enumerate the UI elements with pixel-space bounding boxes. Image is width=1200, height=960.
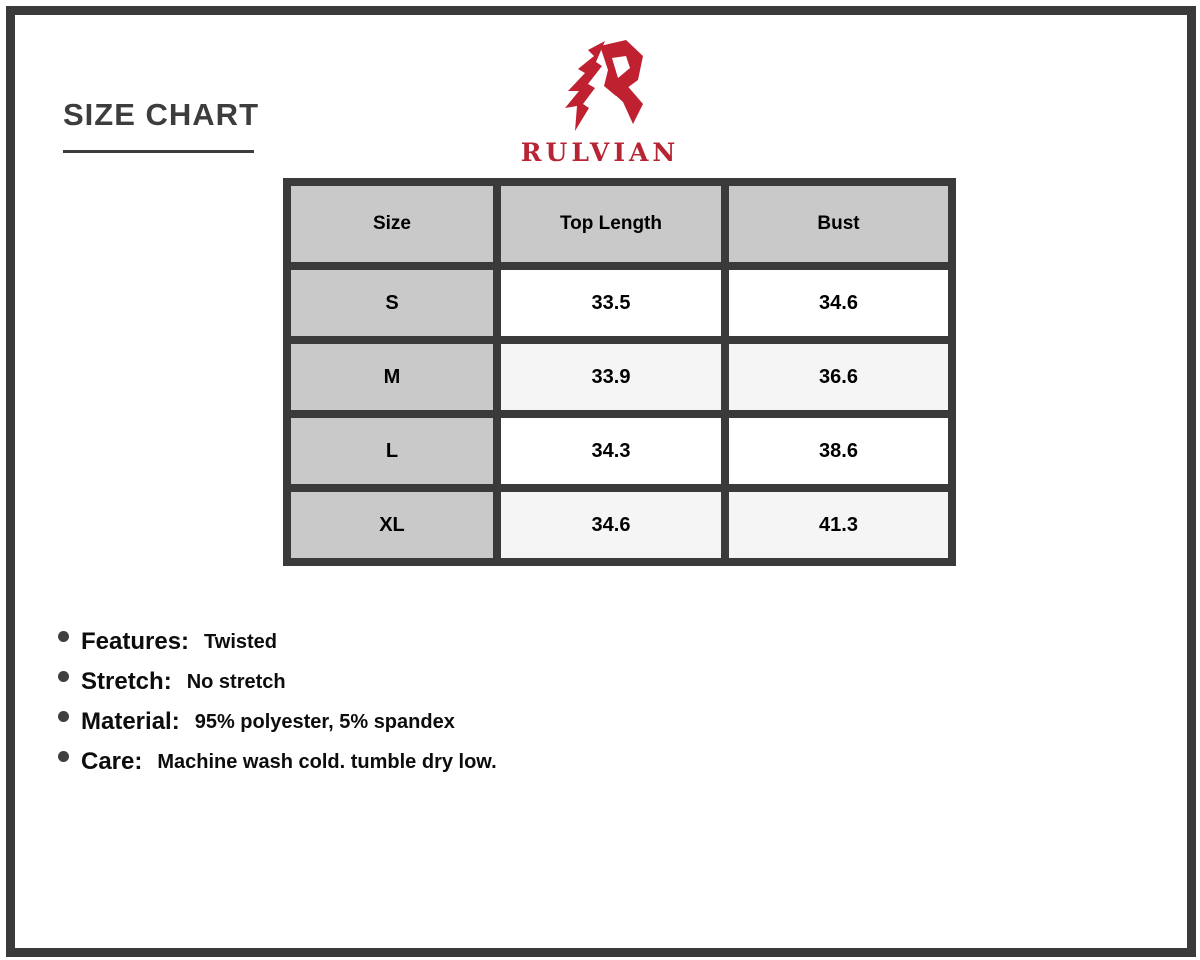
column-header-top-length: Top Length (493, 178, 729, 270)
brand-logo: RULVIAN (0, 36, 1200, 167)
bust-value: 38.6 (721, 410, 956, 492)
top-length-value: 34.3 (493, 410, 729, 492)
top-length-value: 33.5 (493, 262, 729, 344)
detail-value: 95% polyester, 5% spandex (194, 710, 455, 733)
bullet-icon (58, 671, 69, 682)
detail-label: Features: (81, 628, 190, 655)
detail-label: Care: (81, 748, 143, 775)
table-row-m: M 33.9 36.6 (283, 336, 956, 418)
detail-value: Twisted (204, 630, 278, 653)
list-item-stretch: Stretch: No stretch (58, 662, 497, 702)
bust-value: 41.3 (721, 484, 956, 566)
bust-value: 36.6 (721, 336, 956, 418)
detail-label: Material: (81, 708, 180, 735)
bullet-icon (58, 631, 69, 642)
top-length-value: 34.6 (493, 484, 729, 566)
size-table-header-row: Size Top Length Bust (283, 178, 956, 270)
angular-r-monogram-icon (565, 40, 643, 131)
detail-label: Stretch: (81, 668, 172, 695)
table-row-xl: XL 34.6 41.3 (283, 484, 956, 566)
size-label: L (283, 410, 501, 492)
bust-value: 34.6 (721, 262, 956, 344)
table-row-l: L 34.3 38.6 (283, 410, 956, 492)
page-title: SIZE CHART (63, 97, 259, 132)
list-item-features: Features: Twisted (58, 622, 497, 662)
title-underline (63, 150, 254, 153)
size-label: M (283, 336, 501, 418)
top-length-value: 33.9 (493, 336, 729, 418)
table-row-s: S 33.5 34.6 (283, 262, 956, 344)
bullet-icon (58, 711, 69, 722)
detail-value: Machine wash cold. tumble dry low. (157, 750, 497, 773)
size-label: S (283, 262, 501, 344)
column-header-size: Size (283, 178, 501, 270)
size-table: Size Top Length Bust S 33.5 34.6 M 33.9 … (283, 178, 956, 566)
product-details-list: Features: Twisted Stretch: No stretch Ma… (58, 622, 497, 782)
list-item-care: Care: Machine wash cold. tumble dry low. (58, 742, 497, 782)
column-header-bust: Bust (721, 178, 956, 270)
size-label: XL (283, 484, 501, 566)
bullet-icon (58, 751, 69, 762)
list-item-material: Material: 95% polyester, 5% spandex (58, 702, 497, 742)
brand-name: RULVIAN (520, 138, 680, 167)
detail-value: No stretch (186, 670, 286, 693)
